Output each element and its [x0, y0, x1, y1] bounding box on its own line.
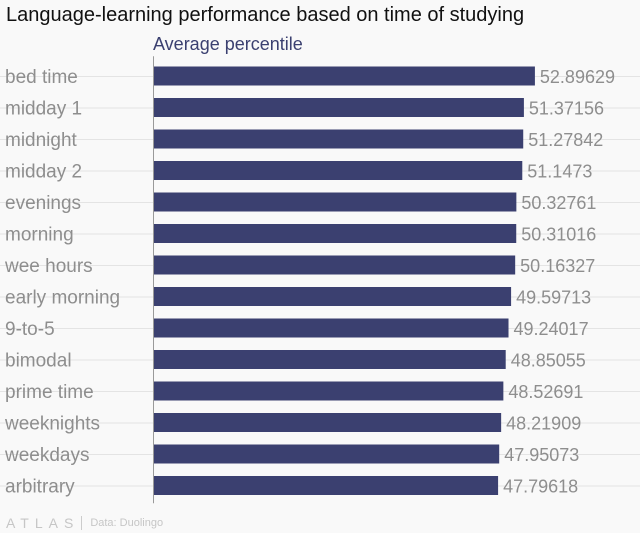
category-label: midday 1 [5, 99, 82, 120]
bar [153, 192, 517, 212]
category-label: weeknights [4, 414, 100, 435]
category-label: arbitrary [5, 477, 75, 498]
value-label: 48.85055 [511, 351, 586, 371]
bar [153, 98, 524, 117]
legend-label: Average percentile [153, 34, 303, 54]
bar [153, 129, 524, 149]
bar [153, 287, 512, 306]
category-label: wee hours [4, 256, 93, 277]
chart-title: Language-learning performance based on t… [6, 4, 525, 26]
bar [153, 318, 509, 338]
footer-divider [81, 516, 83, 530]
category-label: early morning [5, 288, 120, 309]
category-label: midnight [5, 130, 78, 151]
category-label: evenings [5, 193, 81, 214]
bar [153, 413, 502, 432]
category-label: morning [5, 225, 74, 246]
value-label: 47.95073 [504, 445, 579, 465]
bar [153, 66, 535, 86]
value-label: 51.1473 [527, 162, 592, 182]
value-label: 50.16327 [520, 256, 595, 276]
category-label: bimodal [5, 351, 72, 372]
value-label: 52.89629 [540, 67, 615, 87]
value-label: 51.37156 [529, 99, 604, 119]
category-label: bed time [5, 67, 78, 88]
value-label: 50.31016 [521, 225, 596, 245]
value-label: 51.27842 [528, 130, 603, 150]
bar [153, 381, 504, 401]
value-label: 48.52691 [508, 382, 583, 402]
bar [153, 350, 506, 369]
bar [153, 161, 523, 180]
bar [153, 224, 517, 243]
data-source: Data: Duolingo [90, 517, 164, 529]
bar-chart: bed time 52.89629 midday 1 51.37156 midnight… [0, 56, 640, 504]
bar [153, 255, 516, 275]
footer: ATLAS Data: Duolingo [6, 514, 163, 532]
value-label: 50.32761 [521, 193, 596, 213]
category-label: weekdays [4, 445, 90, 466]
category-label: 9-to-5 [5, 319, 55, 340]
value-label: 47.79618 [503, 477, 578, 497]
category-label: midday 2 [5, 162, 82, 183]
value-label: 49.24017 [514, 319, 589, 339]
bar [153, 476, 499, 495]
brand-logo: ATLAS [6, 515, 80, 531]
value-label: 49.59713 [516, 288, 591, 308]
category-label: prime time [5, 382, 94, 403]
value-label: 48.21909 [506, 414, 581, 434]
bar [153, 444, 500, 464]
